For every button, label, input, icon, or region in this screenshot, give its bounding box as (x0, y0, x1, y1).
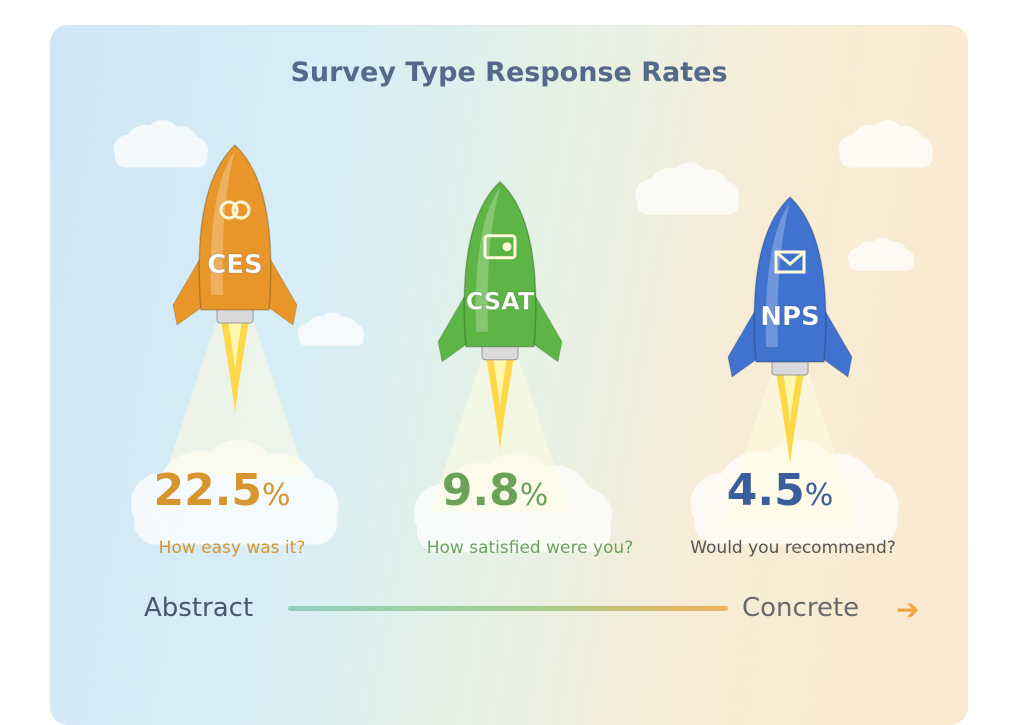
cloud-base (299, 331, 364, 346)
envelope-flap (775, 250, 805, 266)
link-ring (219, 200, 239, 220)
value-label-nps: 4.5% (650, 465, 910, 516)
rocket-label: NPS (760, 302, 820, 332)
flame-core (783, 372, 797, 425)
cloud (847, 237, 915, 271)
value-number: 4.5 (726, 465, 805, 516)
question-csat: How satisfied were you? (426, 538, 634, 558)
infographic-card: CES CSAT NPS Survey Type Response Rates 22… (50, 25, 968, 725)
flame-core (228, 320, 242, 373)
value-number: 9.8 (441, 465, 520, 516)
rocket-csat: CSAT (430, 180, 570, 512)
cloud (113, 120, 208, 168)
axis-right-label: Concrete (742, 593, 860, 623)
value-label-ces: 22.5% (92, 465, 352, 516)
cloud (635, 162, 740, 215)
body-highlight (765, 203, 790, 347)
question-ces: How easy was it? (158, 538, 306, 558)
link-ring (231, 200, 251, 220)
value-label-csat: 9.8% (365, 465, 625, 516)
unit: % (262, 478, 291, 513)
cloud (838, 120, 933, 168)
rocket-label: CES (207, 250, 263, 280)
cloud (297, 312, 365, 346)
rocket-body (753, 195, 827, 363)
unit: % (804, 478, 834, 513)
cloud-base (417, 510, 612, 553)
flame-core (493, 356, 507, 410)
envelope-icon (774, 250, 806, 274)
rocket-ces: CES (165, 143, 305, 475)
rocket-nps: NPS (720, 195, 860, 527)
unit: % (519, 478, 549, 513)
envelope-body (774, 250, 806, 274)
chart-title: Survey Type Response Rates (290, 57, 728, 88)
card-icon (483, 234, 517, 260)
body-highlight (475, 187, 500, 332)
card-dot (502, 242, 512, 252)
cloud-base (637, 192, 739, 215)
axis-gradient-line (288, 606, 728, 611)
body-highlight (210, 151, 235, 295)
card-frame (483, 234, 517, 260)
cloud-base (115, 147, 208, 168)
link-icon (219, 200, 251, 220)
rocket-label: CSAT (466, 288, 535, 316)
axis-left-label: Abstract (144, 593, 254, 623)
arrow-right-icon: ➔ (896, 593, 920, 626)
rocket-body (463, 180, 537, 348)
question-nps: Would you recommend? (690, 538, 896, 558)
rocket-scene: CES CSAT NPS (113, 120, 933, 553)
cloud-base (134, 500, 338, 545)
value-number: 22.5 (153, 465, 263, 516)
cloud-base (840, 147, 933, 168)
rocket-body (198, 143, 272, 311)
cloud-base (849, 256, 914, 271)
